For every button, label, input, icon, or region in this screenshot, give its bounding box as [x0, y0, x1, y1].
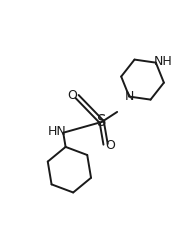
- Text: N: N: [125, 90, 134, 103]
- Text: HN: HN: [48, 126, 67, 138]
- Text: S: S: [97, 114, 107, 129]
- Text: O: O: [68, 89, 77, 102]
- Text: NH: NH: [154, 55, 173, 68]
- Text: O: O: [105, 139, 115, 152]
